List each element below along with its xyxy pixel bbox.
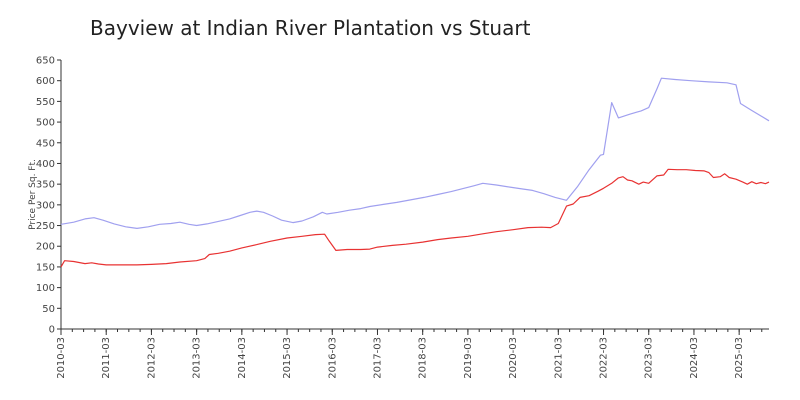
x-tick-label: 2015-03 — [282, 337, 293, 379]
x-tick-label: 2020-03 — [508, 337, 519, 379]
x-tick-label: 2011-03 — [101, 337, 112, 379]
y-tick-label: 200 — [36, 242, 55, 253]
x-tick-label: 2016-03 — [327, 337, 338, 379]
y-tick-label: 50 — [42, 304, 55, 315]
y-tick-label: 300 — [36, 200, 55, 211]
x-tick-label: 2017-03 — [372, 337, 383, 379]
y-tick-label: 350 — [36, 180, 55, 191]
y-tick-label: 550 — [36, 97, 55, 108]
x-tick-label: 2010-03 — [56, 337, 67, 379]
x-tick-label: 2019-03 — [463, 337, 474, 379]
y-tick-label: 250 — [36, 221, 55, 232]
chart-title: Bayview at Indian River Plantation vs St… — [90, 16, 531, 40]
y-tick-label: 0 — [49, 325, 55, 336]
x-tick-label: 2023-03 — [644, 337, 655, 379]
x-tick-label: 2018-03 — [418, 337, 429, 379]
x-tick-label: 2013-03 — [192, 337, 203, 379]
y-tick-label: 600 — [36, 76, 55, 87]
series-line-bayview — [60, 77, 770, 229]
series-line-stuart — [60, 168, 770, 268]
y-tick-label: 400 — [36, 159, 55, 170]
y-tick-label: 650 — [36, 56, 55, 67]
x-tick-label: 2025-03 — [734, 337, 745, 379]
x-tick-label: 2012-03 — [146, 337, 157, 379]
x-tick-label: 2024-03 — [689, 337, 700, 379]
axes: 0 50 100 150 200 250 300 350 400 450 500 550 600 650 P… — [28, 56, 769, 379]
y-tick-label: 500 — [36, 118, 55, 129]
y-axis-title: Price Per Sq. Ft. — [28, 159, 38, 230]
y-tick-label: 450 — [36, 138, 55, 149]
x-tick-label: 2022-03 — [599, 337, 610, 379]
series-layer — [60, 77, 770, 268]
y-tick-label: 150 — [36, 262, 55, 273]
x-tick-label: 2021-03 — [553, 337, 564, 379]
y-tick-label: 100 — [36, 283, 55, 294]
x-tick-label: 2014-03 — [237, 337, 248, 379]
